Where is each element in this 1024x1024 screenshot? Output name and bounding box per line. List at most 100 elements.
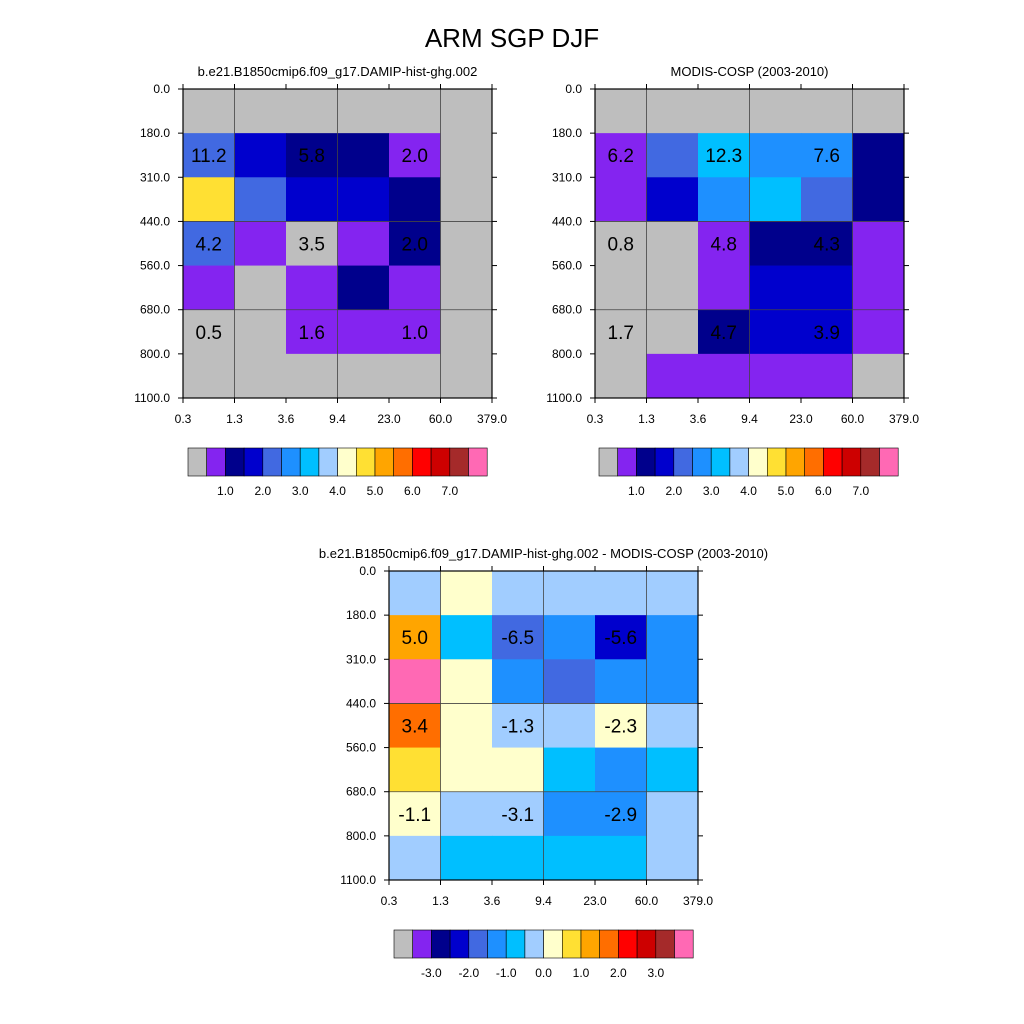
heatmap-cell [543, 571, 596, 616]
heatmap-cell [801, 133, 853, 178]
cell-value-label: -3.1 [501, 805, 534, 826]
heatmap-cell [646, 353, 699, 399]
figure-title: ARM SGP DJF [425, 23, 599, 53]
y-tick-label: 1100.0 [546, 391, 582, 405]
heatmap-cell [492, 571, 544, 616]
colorbar-label: 3.0 [292, 484, 309, 498]
colorbar-label: 7.0 [441, 484, 458, 498]
heatmap-cell [286, 89, 338, 134]
x-tick-label: 3.6 [278, 412, 295, 426]
colorbar-label: 1.0 [573, 966, 590, 980]
y-tick-label: 1100.0 [340, 873, 376, 887]
heatmap-cell [389, 791, 441, 837]
heatmap-cell [286, 353, 338, 399]
x-tick-label: 60.0 [429, 412, 453, 426]
heatmap-cell [286, 309, 338, 355]
heatmap-cell [286, 221, 338, 266]
heatmap-cell [337, 309, 390, 355]
heatmap-cell [801, 221, 853, 266]
colorbar-label: -1.0 [496, 966, 517, 980]
colorbar-swatch [748, 447, 768, 477]
heatmap-panel-2: MODIS-COSP (2003-2010) 0.0 180.0 310.0 440.0… [546, 64, 919, 498]
heatmap-cell [234, 133, 287, 178]
x-tick-label: 379.0 [683, 894, 713, 908]
heatmap-cell [801, 89, 853, 134]
heatmap-cell [749, 133, 802, 178]
heatmap-cell [440, 659, 493, 704]
colorbar-swatch [262, 447, 282, 477]
heatmap-cell [801, 177, 853, 222]
y-tick-label: 310.0 [346, 652, 376, 666]
colorbar-swatch [841, 447, 862, 477]
heatmap-cell [440, 703, 493, 748]
x-tick-label: 0.3 [175, 412, 192, 426]
heatmap-cell [595, 703, 647, 748]
heatmap-cell [440, 89, 493, 134]
heatmap-cell [440, 133, 493, 178]
cell-value-label: 12.3 [705, 146, 742, 167]
colorbar-swatch [431, 929, 451, 959]
heatmap-cell [543, 659, 596, 704]
heatmap-cell [234, 265, 287, 311]
cell-value-label: 4.3 [814, 235, 840, 256]
heatmap-cell [749, 309, 802, 355]
heatmap-cell [492, 747, 544, 793]
heatmap-cell [801, 309, 853, 355]
y-tick-label: 180.0 [140, 126, 170, 140]
heatmap-cell [646, 703, 699, 748]
heatmap-cell [595, 659, 647, 704]
panel-title: b.e21.B1850cmip6.f09_g17.DAMIP-hist-ghg.… [319, 546, 768, 561]
x-tick-label: 3.6 [690, 412, 707, 426]
heatmap-cell [389, 89, 441, 134]
colorbar-label: 6.0 [815, 484, 832, 498]
y-tick-label: 680.0 [552, 303, 582, 317]
heatmap-cell [646, 791, 699, 837]
heatmap-cell [852, 265, 905, 311]
heatmap-cell [440, 791, 493, 837]
x-tick-label: 0.3 [587, 412, 604, 426]
cell-value-label: 7.6 [814, 146, 840, 167]
heatmap-cell [749, 353, 802, 399]
colorbar-swatch [636, 929, 657, 959]
cell-value-label: -1.1 [398, 805, 431, 826]
heatmap-cell [234, 309, 287, 355]
y-tick-label: 800.0 [346, 829, 376, 843]
heatmap-cell [440, 747, 493, 793]
x-tick-label: 23.0 [789, 412, 813, 426]
cell-value-label: 11.2 [191, 146, 227, 167]
colorbar-swatch [337, 447, 357, 477]
cell-value-label: 6.2 [608, 146, 634, 167]
heatmap-cell [646, 89, 699, 134]
x-tick-label: 0.3 [381, 894, 398, 908]
colorbar-swatch [524, 929, 544, 959]
cell-value-label: 2.0 [402, 235, 428, 256]
colorbar-label: 6.0 [404, 484, 421, 498]
heatmap-cell [646, 835, 699, 881]
heatmap-cell [440, 571, 493, 616]
colorbar-label: 2.0 [665, 484, 682, 498]
heatmap-cell [749, 221, 802, 266]
x-tick-label: 23.0 [377, 412, 401, 426]
y-tick-label: 560.0 [346, 741, 376, 755]
colorbar-swatch [299, 447, 320, 477]
colorbar-label: 1.0 [217, 484, 234, 498]
heatmap-cell [749, 177, 802, 222]
colorbar-swatch [187, 447, 208, 477]
x-tick-label: 9.4 [329, 412, 346, 426]
heatmap-cell [183, 309, 235, 355]
cell-value-label: 3.9 [814, 323, 840, 344]
heatmap-cell [595, 747, 647, 793]
y-tick-label: 800.0 [140, 347, 170, 361]
colorbar-swatch [225, 447, 245, 477]
heatmap-cell [183, 221, 235, 266]
heatmap-cell [595, 133, 647, 178]
heatmap-cell [337, 89, 390, 134]
colorbar-swatch [598, 447, 619, 477]
x-tick-label: 1.3 [638, 412, 655, 426]
heatmap-cell [286, 177, 338, 222]
y-tick-label: 800.0 [552, 347, 582, 361]
colorbar-swatch [449, 447, 469, 477]
heatmap-cell [698, 221, 750, 266]
heatmap-cell [389, 615, 441, 660]
